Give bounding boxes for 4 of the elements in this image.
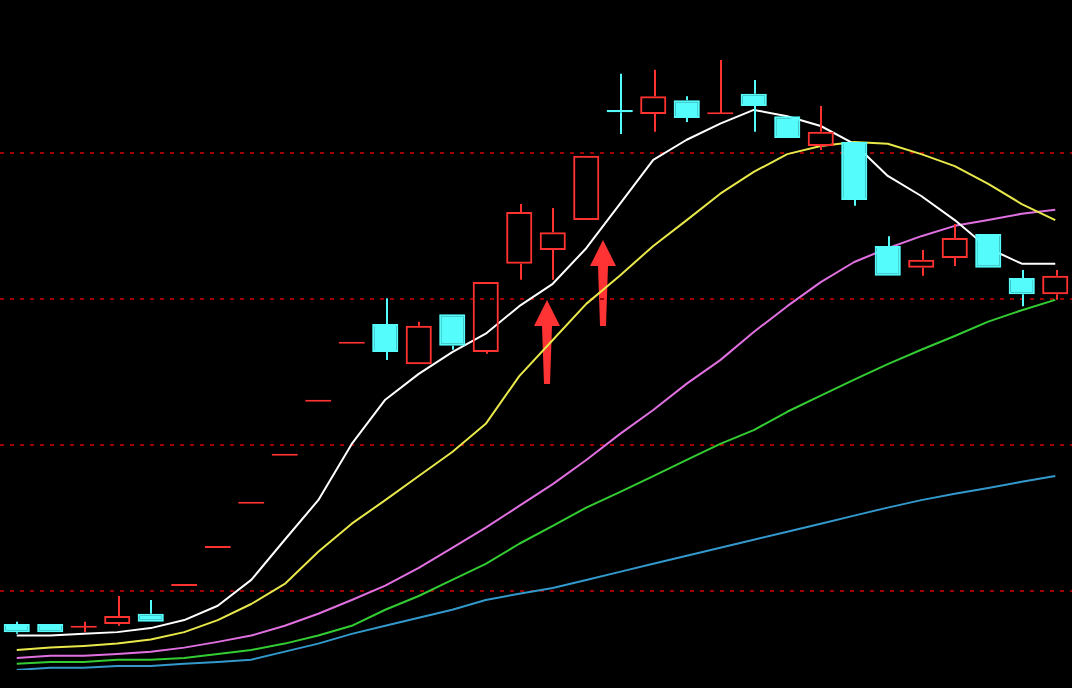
candlestick: [740, 79, 767, 133]
candlestick: [137, 598, 164, 622]
candlestick: [3, 620, 30, 635]
candlestick: [841, 142, 868, 207]
